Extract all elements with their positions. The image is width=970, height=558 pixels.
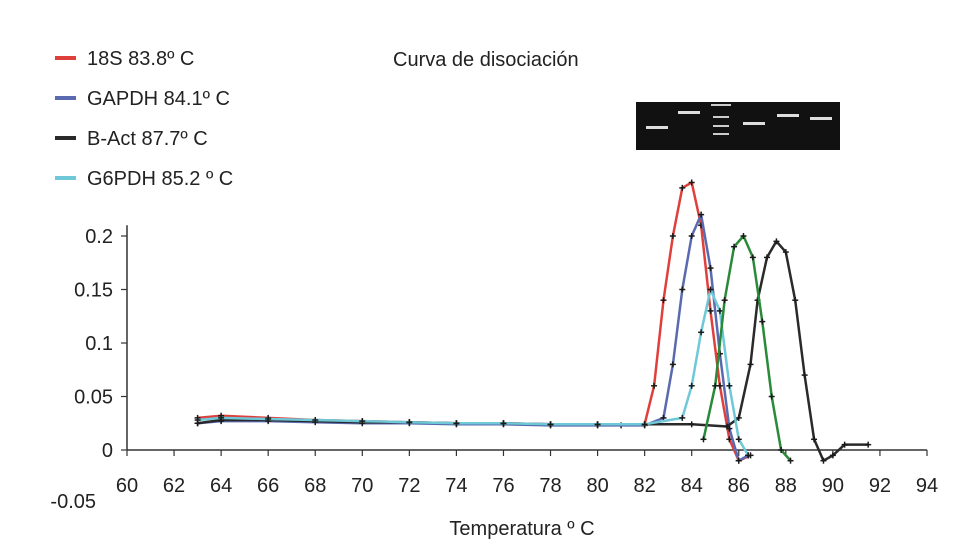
x-tick-label: 80 xyxy=(586,475,608,497)
x-axis-label: Temperatura º C xyxy=(449,518,594,540)
x-tick-label: 72 xyxy=(398,475,420,497)
series-group xyxy=(194,179,872,464)
legend-entry-label: GAPDH 84.1º C xyxy=(87,88,230,110)
x-tick-label: 64 xyxy=(210,475,232,497)
series-line-3 xyxy=(197,288,750,457)
legend-entry-label: G6PDH 85.2 º C xyxy=(87,168,233,190)
legend-entry-label: 18S 83.8º C xyxy=(87,48,194,70)
x-tick-label: 84 xyxy=(681,475,703,497)
x-tick-label: 86 xyxy=(728,475,750,497)
x-tick-label: 70 xyxy=(351,475,373,497)
x-tick-label: 76 xyxy=(492,475,514,497)
y-tick-label: -0.05 xyxy=(50,491,96,513)
x-tick-label: 68 xyxy=(304,475,326,497)
x-tick-label: 88 xyxy=(775,475,797,497)
y-tick-label: 0.05 xyxy=(74,387,113,409)
series-line-4 xyxy=(702,234,792,462)
x-tick-label: 60 xyxy=(116,475,138,497)
x-tick-label: 66 xyxy=(257,475,279,497)
chart-title: Curva de disociación xyxy=(393,49,579,71)
axes: 60 62 64 66 68 70 72 74 76 78 80 82 84 86 88 90 92 94 0.2 0… xyxy=(50,225,938,513)
y-tick-label: 0.15 xyxy=(74,280,113,302)
x-tick-label: 90 xyxy=(822,475,844,497)
legend-entry-label: B-Act 87.7º C xyxy=(87,128,208,150)
x-tick-label: 78 xyxy=(539,475,561,497)
x-tick-label: 92 xyxy=(869,475,891,497)
x-tick-label: 82 xyxy=(634,475,656,497)
y-tick-label: 0.2 xyxy=(85,226,113,248)
x-tick-label: 74 xyxy=(445,475,467,497)
gel-image-inset xyxy=(636,102,840,150)
y-tick-label: 0.1 xyxy=(85,333,113,355)
x-tick-label: 62 xyxy=(163,475,185,497)
x-tick-label: 94 xyxy=(916,475,938,497)
series-line-2 xyxy=(197,240,869,462)
y-tick-label: 0 xyxy=(102,440,113,462)
legend: 18S 83.8º C GAPDH 84.1º C B-Act 87.7º C G6P… xyxy=(55,48,233,190)
